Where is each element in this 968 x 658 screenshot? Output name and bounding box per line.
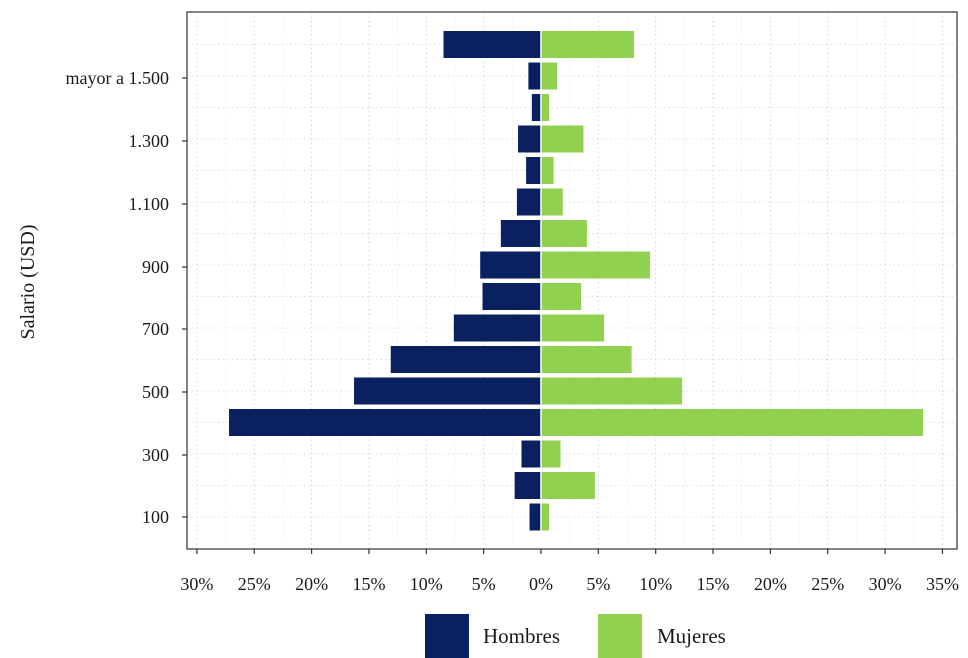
legend-swatch [425,614,469,658]
x-axis-ticks: 30% 25% 20% 15% 10% 5% 0% 5% 10% 15% 20% 25% 30% 35% [180,549,959,594]
bar-mujeres [541,125,584,153]
x-tick-label: 30% [869,574,902,594]
bar-mujeres [541,314,605,342]
bar-hombres [521,440,541,468]
bar-hombres [516,188,541,216]
x-tick-label: 5% [586,574,610,594]
bar-hombres [480,251,541,279]
x-tick-label: 10% [410,574,443,594]
bar-mujeres [541,440,561,468]
y-tick-label: mayor a 1.500 [66,68,169,88]
x-tick-label: 35% [926,574,959,594]
bar-mujeres [541,31,634,58]
bar-mujeres [541,220,587,247]
bar-hombres [500,220,541,247]
bar-hombres [390,346,541,373]
bar-hombres [529,503,541,531]
x-tick-label: 15% [352,574,385,594]
bar-mujeres [541,94,550,121]
bar-hombres [229,409,542,436]
x-tick-label: 0% [529,574,553,594]
y-axis-ticks: 100 300 500 700 900 1.100 1.300 mayor a 1.500 [66,68,187,527]
x-tick-label: 20% [295,574,328,594]
x-tick-label: 30% [180,574,213,594]
legend-label: Mujeres [657,624,726,648]
bar-hombres [443,31,541,58]
x-tick-label: 25% [238,574,271,594]
y-tick-label: 300 [142,445,169,465]
bar-mujeres [541,472,595,499]
bar-mujeres [541,188,563,216]
bar-hombres [526,157,541,184]
bar-hombres [528,62,541,90]
legend: Hombres Mujeres [425,614,726,658]
y-tick-label: 700 [142,319,169,339]
bar-mujeres [541,62,558,90]
x-tick-label: 10% [639,574,672,594]
bar-mujeres [541,157,554,184]
bars-layer [229,12,923,549]
bar-hombres [531,94,541,121]
bar-hombres [453,314,541,342]
bar-mujeres [541,503,550,531]
bar-mujeres [541,346,632,373]
x-tick-label: 5% [472,574,496,594]
bar-mujeres [541,409,923,436]
x-tick-label: 15% [697,574,730,594]
y-tick-label: 100 [142,507,169,527]
bar-mujeres [541,377,683,405]
bar-mujeres [541,283,582,310]
legend-swatch [598,614,642,658]
bar-mujeres [541,251,650,279]
bar-hombres [354,377,541,405]
y-tick-label: 1.300 [129,131,170,151]
y-tick-label: 900 [142,257,169,277]
bar-hombres [514,472,541,499]
x-tick-label: 25% [811,574,844,594]
y-tick-label: 500 [142,382,169,402]
legend-label: Hombres [483,624,560,648]
x-tick-label: 20% [754,574,787,594]
bar-hombres [482,283,541,310]
plot-panel-border [186,11,958,550]
bar-hombres [518,125,541,153]
y-axis-label: Salario (USD) [17,225,39,340]
y-tick-label: 1.100 [129,194,170,214]
